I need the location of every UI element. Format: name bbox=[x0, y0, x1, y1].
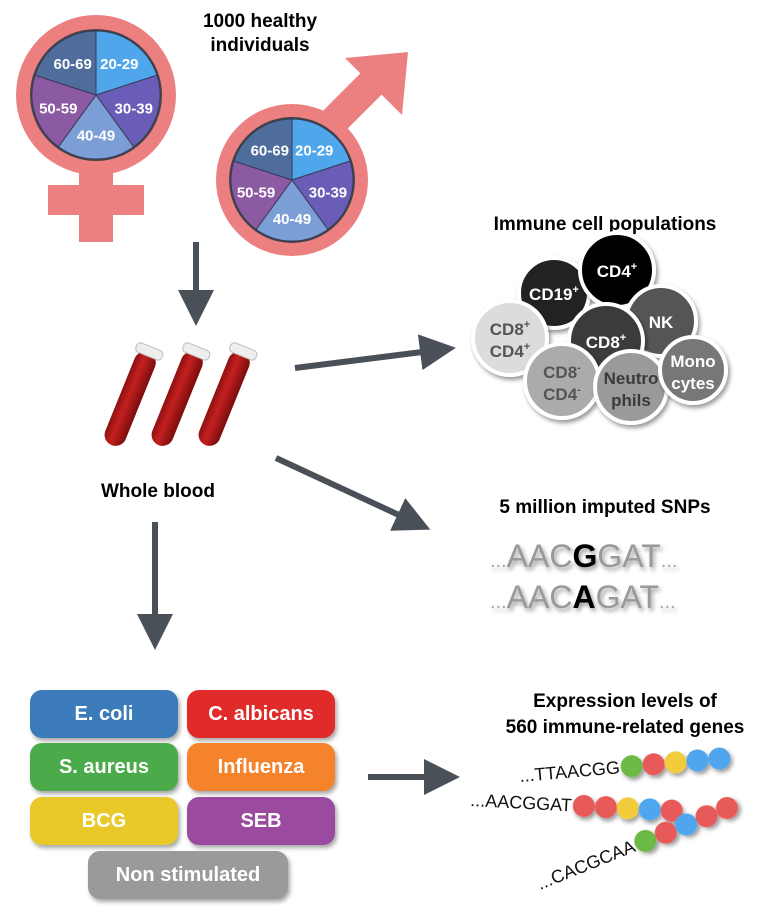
age-label: 60-69 bbox=[251, 142, 289, 159]
bead bbox=[654, 821, 677, 844]
bead bbox=[675, 813, 698, 836]
age-slice-30-39 bbox=[291, 160, 354, 231]
age-slice-20-29 bbox=[291, 118, 351, 181]
immune-cell: Mono cytes bbox=[658, 335, 728, 405]
expression-title-line1: Expression levels of bbox=[533, 691, 717, 712]
stimulus-non-stimulated: Non stimulated bbox=[88, 851, 288, 899]
cohort-title-line2: individuals bbox=[210, 35, 309, 56]
immune-cell: CD8+CD4+ bbox=[471, 299, 549, 377]
bead bbox=[715, 797, 738, 820]
stimulus-influenza: Influenza bbox=[187, 743, 335, 791]
snp-sequences: ...AACGGAT... ...AACAGAT... bbox=[490, 538, 677, 615]
immune-title: Immune cell populations bbox=[494, 214, 717, 235]
age-slice-30-39 bbox=[95, 74, 161, 148]
age-label: 60-69 bbox=[53, 56, 91, 73]
male-symbol-icon: 20-29 30-39 40-49 50-59 60-69 bbox=[216, 52, 408, 256]
bead bbox=[616, 797, 639, 820]
flow-arrows bbox=[137, 242, 460, 795]
svg-text:phils: phils bbox=[611, 391, 651, 410]
stimulus-bcg: BCG bbox=[30, 797, 178, 845]
blood-tubes-icon bbox=[104, 342, 258, 446]
age-label: 20-29 bbox=[100, 56, 138, 73]
age-slice-50-59 bbox=[230, 160, 293, 231]
bead bbox=[695, 805, 718, 828]
arrow-to-immune bbox=[294, 334, 456, 371]
svg-text:...CACGCAA: ...CACGCAA bbox=[534, 836, 638, 894]
svg-text:...AACGGAT: ...AACGGAT bbox=[470, 790, 573, 815]
bead bbox=[642, 753, 665, 776]
svg-text:CD4+: CD4+ bbox=[597, 261, 637, 281]
immune-cell: Neutro phils bbox=[593, 349, 669, 425]
expression-reads: ...TTAACGG ...AACGGAT ...CACGCAA bbox=[464, 747, 771, 895]
snps-title: 5 million imputed SNPs bbox=[499, 497, 710, 518]
svg-text:CD4-: CD4- bbox=[543, 384, 581, 404]
read-3: ...CACGCAA bbox=[534, 778, 771, 895]
age-label: 50-59 bbox=[237, 185, 275, 202]
immune-cell: CD8-CD4- bbox=[523, 342, 601, 420]
svg-text:CD19+: CD19+ bbox=[529, 284, 579, 304]
age-slice-60-69 bbox=[233, 118, 293, 181]
svg-text:Mono: Mono bbox=[670, 352, 715, 371]
bead bbox=[664, 751, 687, 774]
bead bbox=[594, 796, 617, 819]
svg-text:cytes: cytes bbox=[671, 374, 714, 393]
svg-text:CD4+: CD4+ bbox=[490, 341, 530, 361]
stimulus-e-coli: E. coli bbox=[30, 690, 178, 738]
bead bbox=[634, 829, 657, 852]
stimulus-seb: SEB bbox=[187, 797, 335, 845]
whole-blood-label: Whole blood bbox=[101, 481, 215, 502]
bead bbox=[620, 755, 643, 778]
age-slice-40-49 bbox=[255, 179, 329, 242]
svg-text:CD8-: CD8- bbox=[543, 362, 581, 382]
age-label: 50-59 bbox=[39, 100, 77, 117]
bead bbox=[638, 798, 661, 821]
snp-sequence-2: ...AACAGAT... bbox=[490, 579, 676, 615]
bead bbox=[686, 749, 709, 772]
cohort-title-line1: 1000 healthy bbox=[203, 11, 317, 32]
stimulus-c-albicans: C. albicans bbox=[187, 690, 335, 738]
bead bbox=[572, 794, 595, 817]
read-1: ...TTAACGG bbox=[515, 747, 771, 786]
age-label: 20-29 bbox=[295, 142, 333, 159]
expression-title-line2: 560 immune-related genes bbox=[506, 717, 745, 738]
snp-sequence-1: ...AACGGAT... bbox=[490, 538, 677, 574]
bead bbox=[708, 747, 731, 770]
svg-text:NK: NK bbox=[649, 313, 674, 332]
age-slice-20-29 bbox=[95, 30, 158, 96]
age-slice-40-49 bbox=[57, 94, 135, 160]
age-label: 40-49 bbox=[273, 211, 311, 228]
age-slice-60-69 bbox=[34, 30, 97, 96]
svg-text:CD8+: CD8+ bbox=[586, 332, 626, 352]
age-label: 30-39 bbox=[309, 185, 347, 202]
svg-text:...TTAACGG: ...TTAACGG bbox=[519, 757, 621, 786]
stimulus-s-aureus: S. aureus bbox=[30, 743, 178, 791]
arrow-to-snps bbox=[274, 455, 431, 531]
read-2: ...AACGGAT bbox=[464, 790, 770, 825]
svg-text:Neutro: Neutro bbox=[604, 369, 659, 388]
bead bbox=[660, 799, 683, 822]
age-label: 30-39 bbox=[115, 100, 153, 117]
age-slice-50-59 bbox=[31, 74, 97, 148]
svg-text:CD8+: CD8+ bbox=[490, 319, 530, 339]
age-label: 40-49 bbox=[77, 128, 115, 145]
